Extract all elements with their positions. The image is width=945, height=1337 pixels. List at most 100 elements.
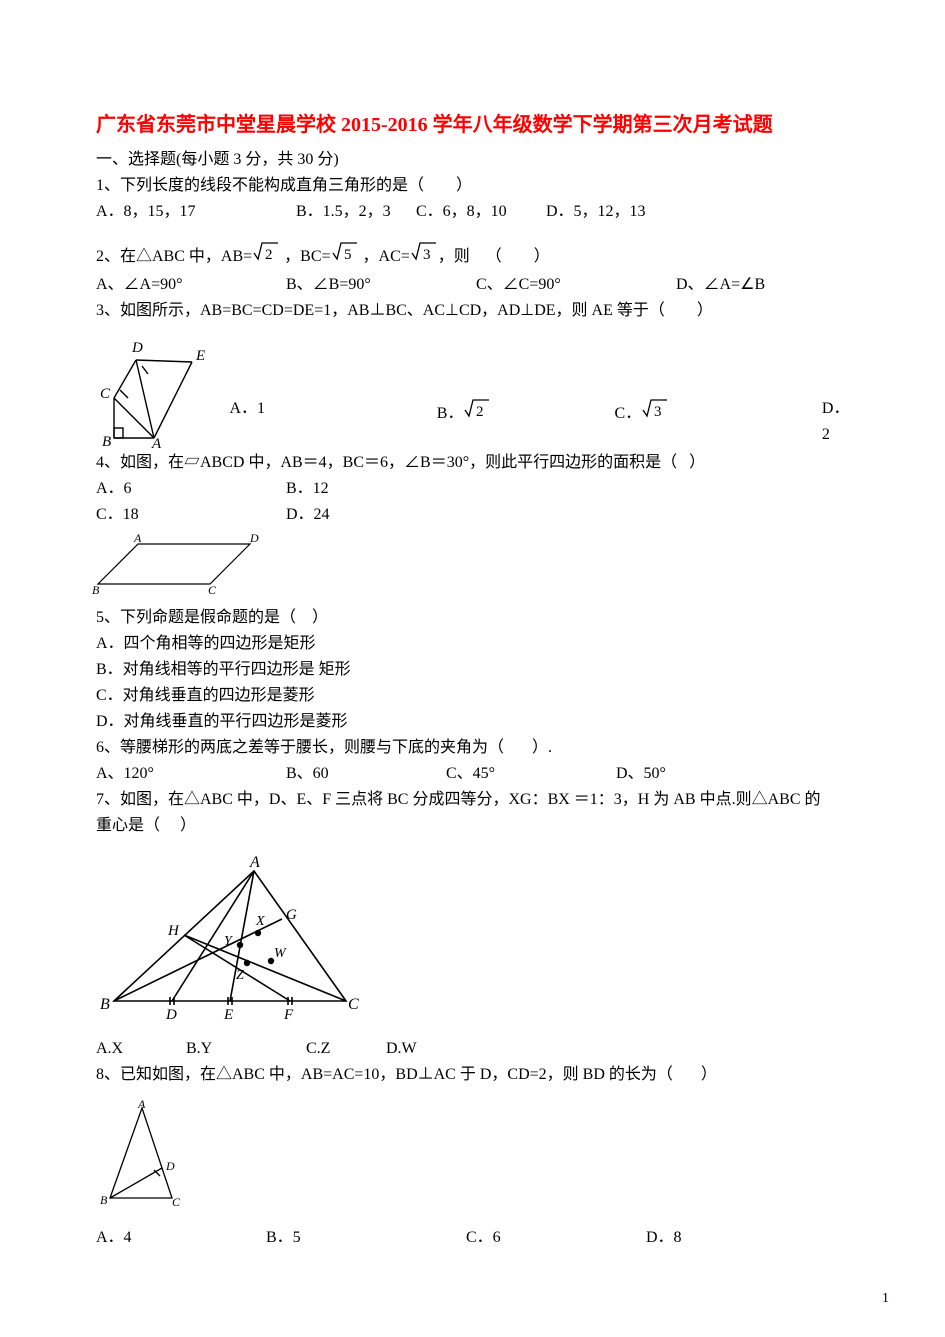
q7-label-b: B: [100, 996, 110, 1013]
q2-prefix: 2、在△ABC 中，AB=: [96, 248, 252, 265]
q4-label-c: C: [208, 583, 217, 596]
q7-label-x: X: [255, 914, 265, 929]
q1-opt-b: B．1.5，2，3: [296, 199, 416, 225]
q3-label-c: C: [100, 386, 111, 402]
q2-opt-b: B、∠B=90°: [286, 272, 476, 298]
svg-text:2: 2: [476, 404, 484, 420]
q7-label-e: E: [223, 1007, 233, 1023]
q7-label-d: D: [165, 1007, 177, 1023]
q2-opt-c: C、∠C=90°: [476, 272, 676, 298]
q2-mid2: ，AC=: [359, 248, 410, 265]
q2-options: A、∠A=90° B、∠B=90° C、∠C=90° D、∠A=∠B: [96, 272, 857, 298]
q4-opt-d: D．24: [286, 502, 330, 528]
q1-opt-a: A．8，15，17: [96, 199, 296, 225]
q6-opt-a: A、120°: [96, 761, 286, 787]
q7-label-f: F: [283, 1007, 294, 1023]
q7-opt-d: D.W: [386, 1036, 417, 1062]
q3-figure-icon: D E C B A: [96, 330, 219, 448]
q4-stem: 4、如图，在▱ABCD 中，AB＝4，BC＝6，∠B＝30°，则此平行四边形的面…: [96, 450, 857, 476]
q8-stem: 8、已知如图，在△ABC 中，AB=AC=10，BD⊥AC 于 D，CD=2，则…: [96, 1062, 857, 1088]
q7-opt-b: B.Y: [186, 1036, 306, 1062]
q5-stem: 5、下列命题是假命题的是（ ）: [96, 605, 857, 631]
q3-label-a: A: [151, 436, 162, 448]
q8-figure-icon: A B C D: [96, 1098, 196, 1210]
q4-label-d: D: [249, 532, 259, 545]
q7-stem-1: 7、如图，在△ABC 中，D、E、F 三点将 BC 分成四等分，XG：BX ＝1…: [96, 787, 857, 813]
q2-suffix: ，则 （ ）: [438, 248, 550, 265]
q8-label-a: A: [137, 1098, 146, 1111]
q6-options: A、120° B、60 C、45° D、50°: [96, 761, 857, 787]
q8-label-c: C: [172, 1195, 181, 1209]
q2-opt-d: D、∠A=∠B: [676, 272, 765, 298]
spacer: [96, 225, 857, 239]
q2-opt-a: A、∠A=90°: [96, 272, 286, 298]
q7-label-y: Y: [224, 934, 234, 949]
q3-label-e: E: [195, 348, 205, 364]
svg-text:5: 5: [344, 247, 352, 263]
page-number: 1: [882, 1291, 889, 1307]
q5-opt-b: B．对角线相等的平行四边形是 矩形: [96, 657, 857, 683]
q2-mid1: ，BC=: [280, 248, 330, 265]
q4-opt-c: C．18: [96, 502, 286, 528]
q4-options-2: C．18 D．24: [96, 502, 857, 528]
q7-options: A.X B.Y C.Z D.W: [96, 1036, 857, 1062]
q7-opt-c: C.Z: [306, 1036, 386, 1062]
q8-label-d: D: [165, 1159, 175, 1173]
svg-text:3: 3: [654, 404, 662, 420]
q7-label-g: G: [286, 907, 297, 923]
q3-opt-c: C． 3: [615, 396, 822, 448]
q7-label-h: H: [167, 923, 180, 939]
q3-label-d: D: [131, 340, 143, 356]
q1-options: A．8，15，17 B．1.5，2，3 C．6，8，10 D．5，12，13: [96, 199, 857, 225]
section-heading: 一、选择题(每小题 3 分，共 30 分): [96, 147, 857, 173]
q5-opt-d: D．对角线垂直的平行四边形是菱形: [96, 709, 857, 735]
q6-stem: 6、等腰梯形的两底之差等于腰长，则腰与下底的夹角为（ ）.: [96, 735, 857, 761]
q3-figure-row: D E C B A A．1 B． 2 C． 3 D．2: [96, 330, 857, 448]
q7-opt-a: A.X: [96, 1036, 186, 1062]
q2-stem: 2、在△ABC 中，AB= 2 ，BC= 5 ，AC= 3 ，则 （ ）: [96, 239, 857, 272]
q5-opt-a: A．四个角相等的四边形是矩形: [96, 631, 857, 657]
q3-opt-b: B． 2: [437, 396, 615, 448]
q6-opt-d: D、50°: [616, 761, 666, 787]
q6-opt-b: B、60: [286, 761, 446, 787]
q4-label-b: B: [92, 583, 100, 596]
q3-label-b: B: [102, 434, 111, 448]
q4-options-1: A．6 B．12: [96, 476, 857, 502]
q8-opt-a: A．4: [96, 1225, 266, 1251]
sqrt2-icon: 2: [463, 396, 491, 429]
exam-title: 广东省东莞市中堂星晨学校 2015-2016 学年八年级数学下学期第三次月考试题: [96, 108, 857, 137]
q3-opt-c-pre: C．: [615, 405, 642, 422]
q3-opt-a: A．1: [229, 396, 436, 448]
q8-label-b: B: [100, 1193, 108, 1207]
sqrt5-icon: 5: [331, 239, 359, 272]
q4-label-a: A: [133, 532, 142, 545]
page-container: 广东省东莞市中堂星晨学校 2015-2016 学年八年级数学下学期第三次月考试题…: [0, 0, 945, 1337]
sqrt3-icon: 3: [410, 239, 438, 272]
q7-label-a: A: [249, 854, 260, 871]
q4-opt-a: A．6: [96, 476, 286, 502]
q7-figure-icon: A B C D E F H G X Y Z W: [96, 853, 366, 1023]
q8-options: A．4 B．5 C．6 D．8: [96, 1225, 857, 1251]
q8-opt-d: D．8: [646, 1225, 682, 1251]
q5-opt-c: C．对角线垂直的四边形是菱形: [96, 683, 857, 709]
q3-opt-b-pre: B．: [437, 405, 464, 422]
sqrt3-icon: 3: [641, 396, 669, 429]
q7-label-c: C: [348, 996, 359, 1013]
sqrt2-icon: 2: [252, 239, 280, 272]
q3-opt-d: D．2: [822, 396, 857, 448]
q1-opt-d: D．5，12，13: [546, 199, 646, 225]
q3-options: A．1 B． 2 C． 3 D．2: [219, 396, 857, 448]
svg-text:3: 3: [423, 247, 431, 263]
q6-opt-c: C、45°: [446, 761, 616, 787]
q1-stem: 1、下列长度的线段不能构成直角三角形的是（ ）: [96, 173, 857, 199]
q7-label-z: Z: [236, 968, 244, 983]
q4-opt-b: B．12: [286, 476, 329, 502]
q3-stem: 3、如图所示，AB=BC=CD=DE=1，AB⊥BC、AC⊥CD，AD⊥DE，则…: [96, 298, 857, 324]
svg-text:2: 2: [265, 247, 273, 263]
q7-label-w: W: [274, 946, 287, 961]
q8-opt-b: B．5: [266, 1225, 466, 1251]
q8-opt-c: C．6: [466, 1225, 646, 1251]
q7-stem-2: 重心是（ ）: [96, 813, 857, 839]
q4-figure-icon: A D B C: [90, 532, 270, 596]
q1-opt-c: C．6，8，10: [416, 199, 546, 225]
